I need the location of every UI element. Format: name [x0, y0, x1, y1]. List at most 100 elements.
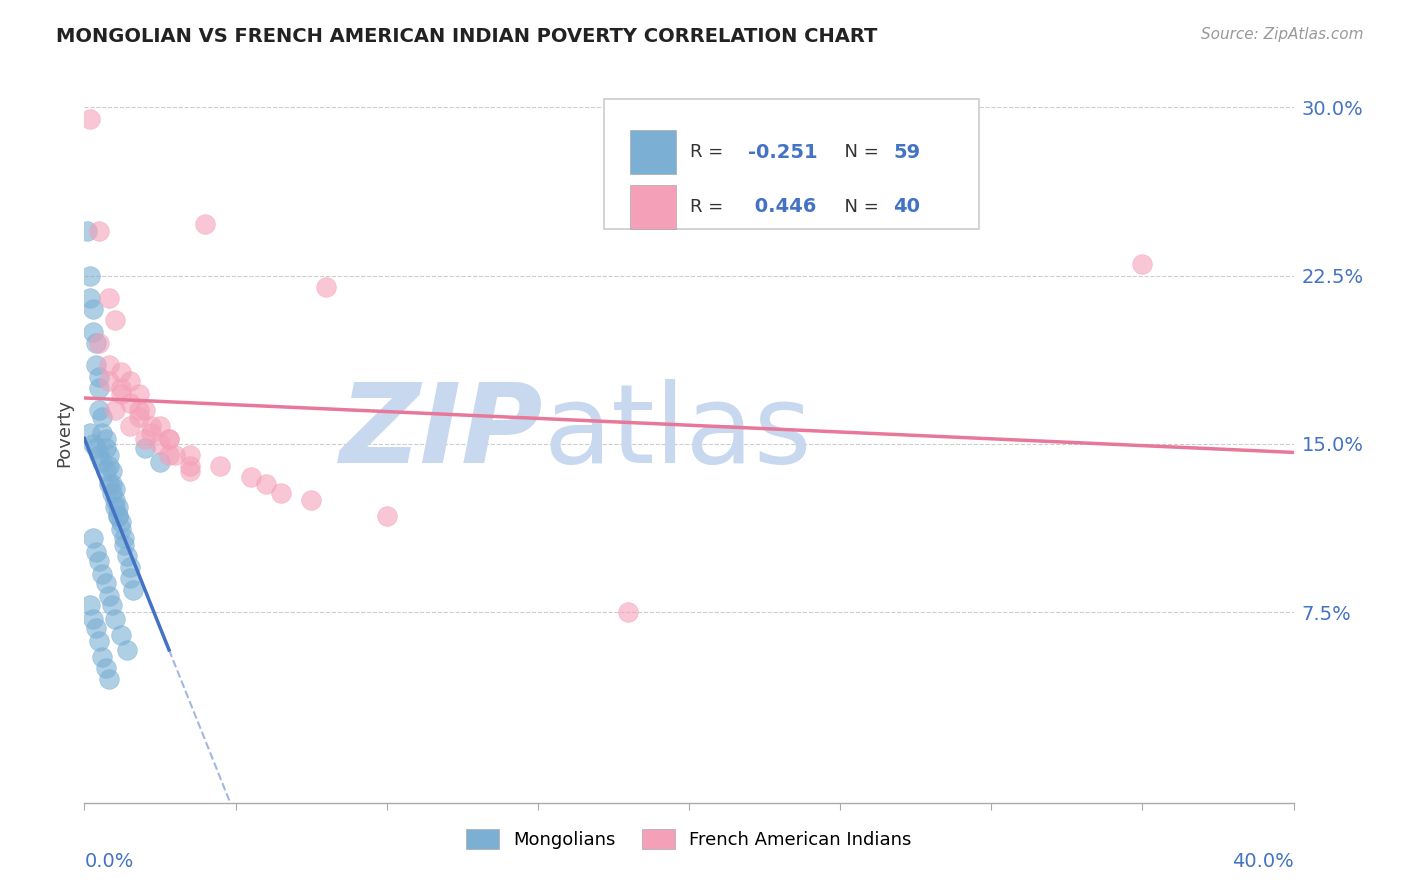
- Point: [89, 448, 111, 462]
- Point: [118, 560, 141, 574]
- Point: [107, 500, 129, 514]
- Point: [128, 387, 150, 401]
- Text: 40: 40: [893, 197, 921, 217]
- Point: [254, 477, 277, 491]
- Text: 40.0%: 40.0%: [1232, 852, 1294, 871]
- Point: [179, 464, 201, 478]
- Point: [118, 571, 141, 585]
- Point: [89, 381, 111, 395]
- Point: [94, 464, 117, 478]
- Point: [86, 544, 108, 558]
- Point: [149, 455, 172, 469]
- Point: [110, 627, 132, 641]
- Point: [299, 492, 322, 507]
- Point: [139, 425, 162, 440]
- Text: R =: R =: [690, 143, 730, 161]
- Bar: [630, 130, 676, 174]
- Point: [157, 433, 180, 447]
- Point: [134, 433, 156, 447]
- Point: [94, 433, 117, 447]
- Point: [110, 365, 132, 379]
- Point: [82, 325, 104, 339]
- Text: ZIP: ZIP: [340, 379, 544, 486]
- Point: [97, 374, 120, 388]
- Point: [100, 599, 122, 613]
- Point: [79, 291, 101, 305]
- Point: [209, 459, 232, 474]
- Point: [100, 464, 122, 478]
- Point: [194, 217, 217, 231]
- Text: N =: N =: [832, 143, 884, 161]
- Point: [97, 291, 120, 305]
- Point: [104, 482, 127, 496]
- Point: [128, 403, 150, 417]
- Point: [375, 508, 398, 523]
- Point: [107, 508, 129, 523]
- Point: [79, 599, 101, 613]
- Point: [121, 582, 143, 597]
- Point: [149, 418, 172, 433]
- Point: [97, 477, 120, 491]
- Point: [270, 486, 292, 500]
- Point: [97, 359, 120, 373]
- Point: [179, 448, 201, 462]
- Text: 59: 59: [893, 143, 921, 161]
- Point: [107, 508, 129, 523]
- Point: [165, 448, 187, 462]
- Point: [86, 335, 108, 350]
- Point: [315, 280, 337, 294]
- Point: [118, 396, 141, 410]
- Point: [89, 403, 111, 417]
- Point: [91, 425, 114, 440]
- Text: 0.446: 0.446: [748, 197, 817, 217]
- Point: [115, 549, 138, 563]
- Point: [139, 418, 162, 433]
- Point: [94, 576, 117, 591]
- Point: [134, 442, 156, 456]
- Point: [112, 531, 135, 545]
- Text: N =: N =: [832, 198, 884, 216]
- Point: [91, 455, 114, 469]
- Point: [94, 442, 117, 456]
- Point: [100, 486, 122, 500]
- Point: [91, 566, 114, 581]
- Point: [89, 553, 111, 567]
- Point: [104, 313, 127, 327]
- Point: [100, 477, 122, 491]
- Point: [76, 224, 98, 238]
- Point: [89, 369, 111, 384]
- Text: MONGOLIAN VS FRENCH AMERICAN INDIAN POVERTY CORRELATION CHART: MONGOLIAN VS FRENCH AMERICAN INDIAN POVE…: [56, 27, 877, 45]
- Text: 0.0%: 0.0%: [84, 852, 134, 871]
- Point: [82, 437, 104, 451]
- Point: [79, 425, 101, 440]
- Point: [110, 387, 132, 401]
- Text: Source: ZipAtlas.com: Source: ZipAtlas.com: [1201, 27, 1364, 42]
- Point: [79, 268, 101, 283]
- Point: [89, 224, 111, 238]
- Point: [110, 516, 132, 530]
- Point: [110, 522, 132, 536]
- Point: [115, 643, 138, 657]
- Point: [104, 492, 127, 507]
- Point: [149, 437, 172, 451]
- Point: [134, 403, 156, 417]
- Point: [104, 612, 127, 626]
- Point: [82, 531, 104, 545]
- Point: [110, 381, 132, 395]
- Point: [94, 661, 117, 675]
- Point: [97, 673, 120, 687]
- Point: [1130, 257, 1153, 271]
- Point: [82, 302, 104, 317]
- Point: [89, 634, 111, 648]
- Text: atlas: atlas: [544, 379, 813, 486]
- Point: [104, 500, 127, 514]
- Point: [91, 409, 114, 424]
- Point: [112, 538, 135, 552]
- Point: [86, 621, 108, 635]
- Point: [97, 448, 120, 462]
- Text: -0.251: -0.251: [748, 143, 818, 161]
- Point: [97, 590, 120, 604]
- FancyBboxPatch shape: [605, 99, 979, 229]
- Point: [179, 459, 201, 474]
- Point: [86, 442, 108, 456]
